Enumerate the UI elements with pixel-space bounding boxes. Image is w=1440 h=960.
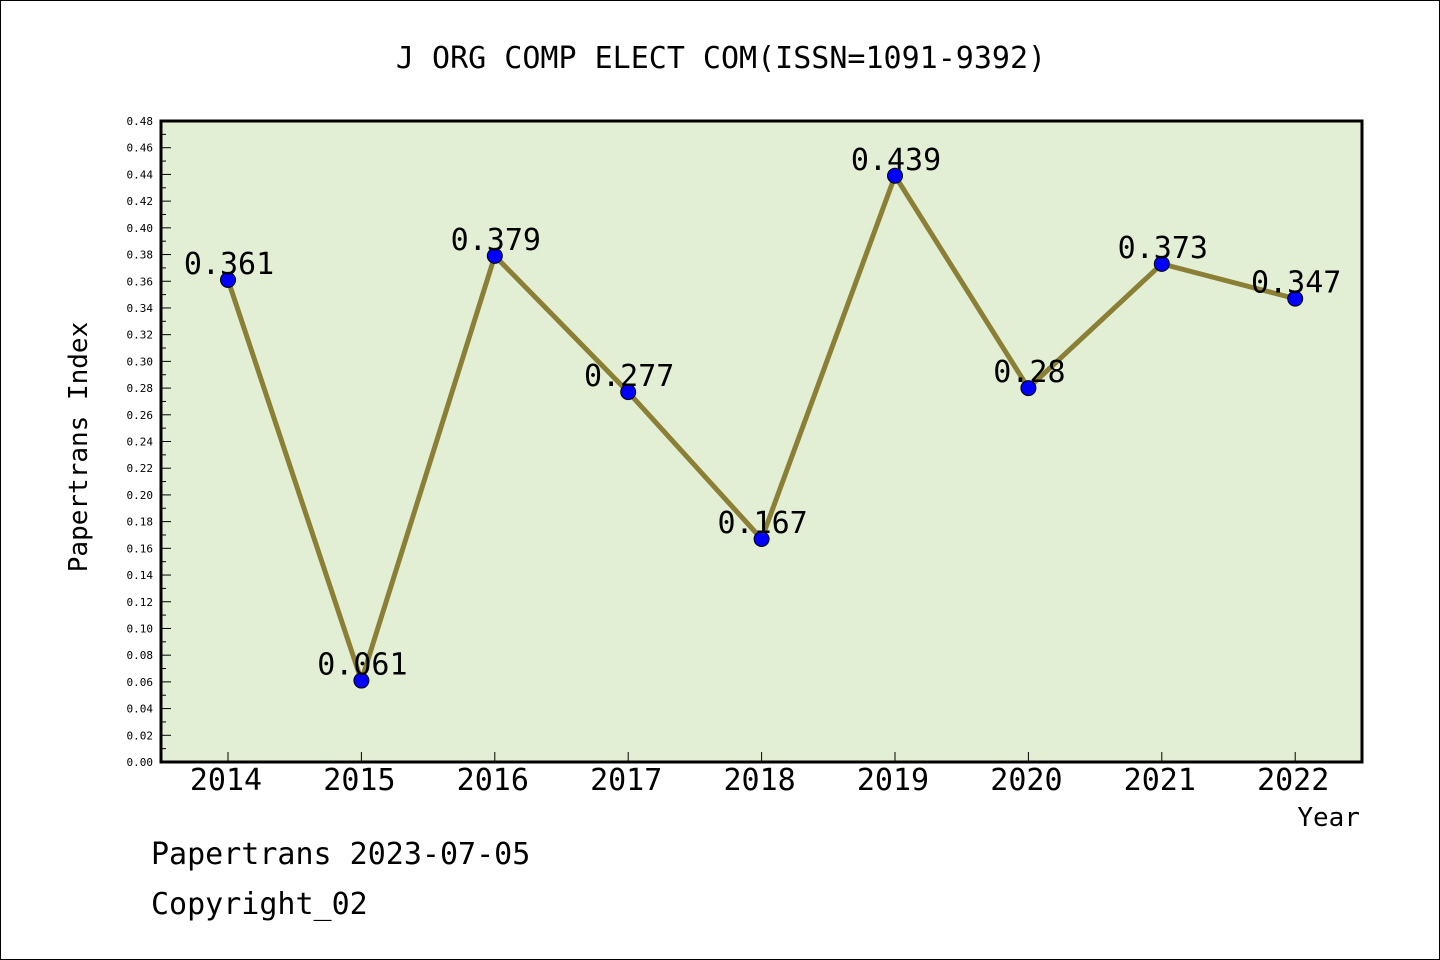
data-point: [1020, 380, 1037, 397]
data-point: [486, 247, 503, 264]
series-markers: [220, 167, 1304, 689]
data-label: 0.277: [584, 359, 674, 394]
data-point: [1153, 255, 1170, 272]
y-tick-label: 0.16: [127, 542, 154, 555]
copyright-footer: Copyright_02: [151, 887, 368, 922]
x-tick-label: 2022: [1257, 763, 1329, 798]
y-tick-label: 0.48: [127, 115, 154, 128]
y-axis: 0.00 0.02 0.04 0.06 0.08 0.10 0.12 0.14 0.16 0.18…: [127, 115, 171, 769]
x-axis: 2014 2015 2016 2017 2018 2019 2020 2021 2022: [190, 752, 1329, 798]
data-label: 0.061: [317, 648, 407, 683]
data-point: [887, 167, 903, 184]
x-tick-label: 2019: [857, 763, 929, 798]
data-label: 0.28: [993, 355, 1065, 390]
data-label: 0.347: [1251, 266, 1341, 301]
y-tick-label: 0.06: [127, 676, 154, 689]
y-tick-label: 0.32: [127, 329, 154, 342]
y-tick-label: 0.40: [127, 222, 154, 235]
y-tick-label: 0.02: [127, 729, 154, 742]
y-tick-label: 0.30: [127, 355, 154, 368]
y-tick-label: 0.24: [127, 436, 154, 449]
y-tick-label: 0.04: [127, 703, 154, 716]
y-tick-label: 0.22: [127, 462, 154, 475]
plot-area: [159, 119, 1364, 764]
y-tick-label: 0.20: [127, 489, 154, 502]
data-point: [353, 672, 370, 689]
data-label: 0.379: [451, 223, 541, 258]
data-point: [220, 271, 236, 288]
x-tick-label: 2016: [457, 763, 529, 798]
y-tick-label: 0.14: [127, 569, 154, 582]
x-tick-label: 2018: [723, 763, 795, 798]
source-footer: Papertrans 2023-07-05: [151, 837, 531, 872]
y-tick-label: 0.10: [127, 622, 154, 635]
data-point: [1287, 290, 1304, 307]
data-label: 0.361: [184, 247, 274, 282]
y-tick-label: 0.36: [127, 275, 154, 288]
y-tick-label: 0.00: [127, 756, 154, 769]
x-tick-label: 2021: [1124, 763, 1196, 798]
x-tick-label: 2015: [323, 763, 395, 798]
x-axis-label: Year: [1297, 803, 1360, 833]
y-tick-label: 0.46: [127, 142, 154, 155]
x-tick-label: 2020: [990, 763, 1062, 798]
chart-title: J ORG COMP ELECT COM(ISSN=1091-9392): [396, 41, 1046, 76]
y-tick-label: 0.44: [127, 168, 154, 181]
data-labels: 0.361 0.061 0.379 0.277 0.167 0.439 0.28 0.373 0…: [184, 143, 1342, 683]
data-label: 0.167: [717, 506, 807, 541]
x-tick-label: 2014: [190, 763, 262, 798]
y-tick-label: 0.12: [127, 596, 154, 609]
data-label: 0.373: [1118, 231, 1208, 266]
y-tick-label: 0.26: [127, 409, 154, 422]
y-tick-label: 0.42: [127, 195, 154, 208]
y-tick-label: 0.28: [127, 382, 154, 395]
y-tick-label: 0.18: [127, 516, 154, 529]
data-point: [753, 530, 770, 547]
y-tick-label: 0.38: [127, 249, 154, 262]
data-point: [620, 384, 637, 401]
y-tick-label: 0.34: [127, 302, 154, 315]
data-label: 0.439: [851, 143, 941, 178]
x-tick-label: 2017: [590, 763, 662, 798]
y-axis-label: Papertrans Index: [64, 322, 94, 572]
y-tick-label: 0.08: [127, 649, 154, 662]
